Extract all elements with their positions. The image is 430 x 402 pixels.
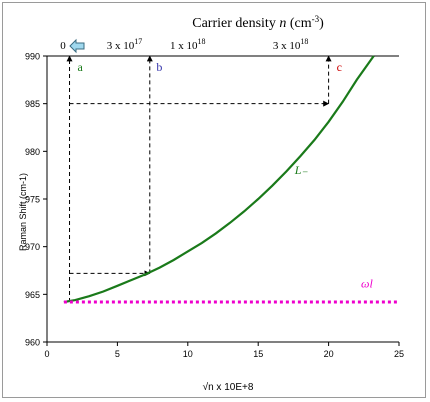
top-axis: 0 3 x 1017 1 x 1018 3 x 1018 [60,37,308,52]
top-tick-label: 3 x 1017 [107,37,143,52]
x-tick-label: 20 [324,349,334,359]
left-arrow-icon [69,38,85,54]
top-tick-label: 0 [60,40,66,52]
l-minus-curve [63,55,375,304]
y-tick-label: 960 [25,338,40,348]
series-label: L₋ [294,163,309,177]
point-label-a: a [78,60,84,74]
y-tick-label: 965 [25,290,40,300]
x-axis-label: √n x 10E+8 [203,381,254,393]
y-tick-label: 975 [25,195,40,205]
top-tick-label: 1 x 1018 [170,37,206,52]
top-tick-label: 3 x 1018 [273,37,309,52]
y-axis-label: Raman Shift (cm-1) [18,173,28,251]
x-tick-label: 25 [394,349,404,359]
y-tick-label: 990 [25,52,40,62]
guide-lines [66,55,332,302]
series-label: ωl [361,277,373,291]
figure-frame [2,2,426,398]
y-tick-label: 980 [25,147,40,157]
x-tick-label: 5 [115,349,120,359]
chart-title: Carrier density n (cm-3) [192,14,324,31]
y-tick-label: 970 [25,242,40,252]
axes: 960 965 970 975 980 985 990 0 5 10 15 20 25 [25,52,404,360]
x-tick-label: 15 [253,349,263,359]
labels-layer: a b c L₋ ωl [78,60,374,291]
y-tick-label: 985 [25,99,40,109]
series-layer [63,55,399,304]
x-tick-label: 10 [183,349,193,359]
point-label-c: c [337,60,342,74]
point-label-b: b [156,60,162,74]
x-tick-label: 0 [44,349,49,359]
